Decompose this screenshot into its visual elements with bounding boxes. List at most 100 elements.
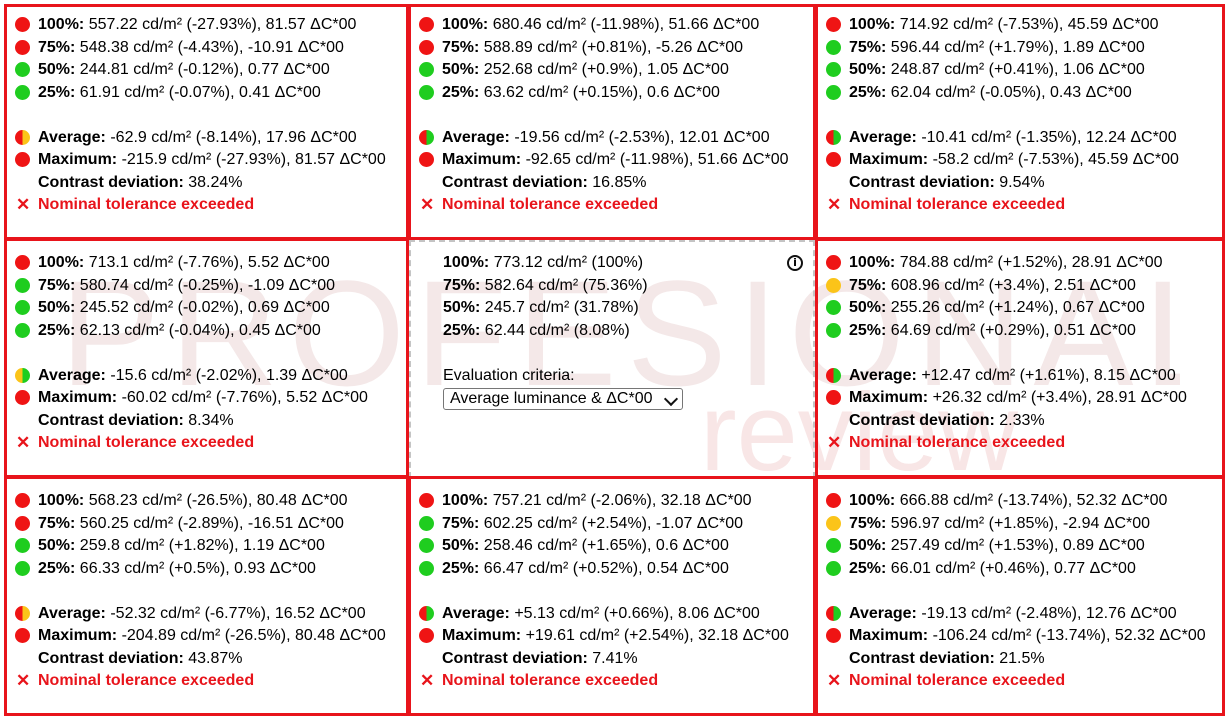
label: 50%: <box>443 299 481 316</box>
selected-value: Average luminance & ΔC*00 <box>450 390 653 407</box>
cross-icon: ✕ <box>16 671 31 690</box>
label: 50%: <box>38 537 76 554</box>
cell-top-right: 100%: 714.92 cd/m² (-7.53%), 45.59 ΔC*00… <box>815 4 1225 240</box>
status-dot-icon <box>419 130 434 145</box>
label: Average: <box>849 605 917 622</box>
verdict-text: Nominal tolerance exceeded <box>38 434 255 451</box>
value: -215.9 cd/m² (-27.93%), 81.57 ΔC*00 <box>117 151 386 168</box>
value: -92.65 cd/m² (-11.98%), 51.66 ΔC*00 <box>521 151 789 168</box>
status-dot-icon <box>15 323 30 338</box>
label: 50%: <box>849 537 887 554</box>
status-dot-icon <box>419 606 434 621</box>
label: Average: <box>38 367 106 384</box>
value: 9.54% <box>994 174 1045 191</box>
label: 25%: <box>38 560 76 577</box>
cross-icon: ✕ <box>420 671 435 690</box>
label: 50%: <box>442 537 480 554</box>
value: 244.81 cd/m² (-0.12%), 0.77 ΔC*00 <box>75 61 330 78</box>
status-dot-icon <box>419 152 434 167</box>
label: Contrast deviation: <box>849 174 995 191</box>
cell-top-left: 100%: 557.22 cd/m² (-27.93%), 81.57 ΔC*0… <box>4 4 409 240</box>
status-dot-icon <box>826 606 841 621</box>
status-dot-icon <box>826 538 841 553</box>
label: 25%: <box>849 84 887 101</box>
value: -62.9 cd/m² (-8.14%), 17.96 ΔC*00 <box>105 129 357 146</box>
label: 50%: <box>38 61 76 78</box>
label: Contrast deviation: <box>849 650 995 667</box>
value: 259.8 cd/m² (+1.82%), 1.19 ΔC*00 <box>75 537 325 554</box>
value: 7.41% <box>587 650 638 667</box>
value: -19.13 cd/m² (-2.48%), 12.76 ΔC*00 <box>916 605 1177 622</box>
status-dot-icon <box>419 516 434 531</box>
label: 75%: <box>38 277 76 294</box>
status-dot-icon <box>826 85 841 100</box>
verdict-text: Nominal tolerance exceeded <box>38 672 255 689</box>
value: -15.6 cd/m² (-2.02%), 1.39 ΔC*00 <box>105 367 348 384</box>
status-dot-icon <box>826 17 841 32</box>
status-dot-icon <box>419 85 434 100</box>
label: Average: <box>38 605 106 622</box>
verdict-text: Nominal tolerance exceeded <box>849 434 1066 451</box>
value: +12.47 cd/m² (+1.61%), 8.15 ΔC*00 <box>916 367 1176 384</box>
label: Maximum: <box>38 389 118 406</box>
status-dot-icon <box>826 561 841 576</box>
value: 248.87 cd/m² (+0.41%), 1.06 ΔC*00 <box>886 61 1145 78</box>
status-dot-icon <box>826 323 841 338</box>
label: 100%: <box>849 16 896 33</box>
status-dot-icon <box>15 628 30 643</box>
label: 75%: <box>442 39 480 56</box>
cross-icon: ✕ <box>420 195 435 214</box>
status-dot-icon <box>419 628 434 643</box>
value: 568.23 cd/m² (-26.5%), 80.48 ΔC*00 <box>84 492 348 509</box>
label: 100%: <box>442 492 489 509</box>
cross-icon: ✕ <box>827 195 842 214</box>
status-dot-icon <box>15 493 30 508</box>
status-dot-icon <box>826 493 841 508</box>
status-dot-icon <box>15 606 30 621</box>
cell-middle-left: 100%: 713.1 cd/m² (-7.76%), 5.52 ΔC*00 7… <box>4 238 409 478</box>
value: -106.24 cd/m² (-13.74%), 52.32 ΔC*00 <box>928 627 1206 644</box>
value: 8.34% <box>183 412 234 429</box>
value: 255.26 cd/m² (+1.24%), 0.67 ΔC*00 <box>886 299 1145 316</box>
value: 38.24% <box>183 174 243 191</box>
status-dot-icon <box>15 85 30 100</box>
status-dot-icon <box>826 152 841 167</box>
value: 245.52 cd/m² (-0.02%), 0.69 ΔC*00 <box>75 299 330 316</box>
evaluation-criteria-select[interactable]: Average luminance & ΔC*00 <box>443 388 683 410</box>
value: 680.46 cd/m² (-11.98%), 51.66 ΔC*00 <box>488 16 760 33</box>
verdict-text: Nominal tolerance exceeded <box>442 196 659 213</box>
cross-icon: ✕ <box>16 195 31 214</box>
value: 62.13 cd/m² (-0.04%), 0.45 ΔC*00 <box>75 322 321 339</box>
label: Maximum: <box>38 627 118 644</box>
status-dot-icon <box>15 516 30 531</box>
value: 16.85% <box>587 174 647 191</box>
value: -58.2 cd/m² (-7.53%), 45.59 ΔC*00 <box>928 151 1179 168</box>
value: 61.91 cd/m² (-0.07%), 0.41 ΔC*00 <box>75 84 321 101</box>
value: 252.68 cd/m² (+0.9%), 1.05 ΔC*00 <box>479 61 729 78</box>
value: 258.46 cd/m² (+1.65%), 0.6 ΔC*00 <box>479 537 729 554</box>
label: Maximum: <box>849 151 929 168</box>
verdict-text: Nominal tolerance exceeded <box>38 196 255 213</box>
cross-icon: ✕ <box>16 433 31 452</box>
cross-icon: ✕ <box>827 671 842 690</box>
label: 75%: <box>849 277 887 294</box>
status-dot-icon <box>419 17 434 32</box>
label: 50%: <box>849 61 887 78</box>
label: 100%: <box>38 16 85 33</box>
label: 25%: <box>849 322 887 339</box>
value: 66.01 cd/m² (+0.46%), 0.77 ΔC*00 <box>886 560 1136 577</box>
value: 580.74 cd/m² (-0.25%), -1.09 ΔC*00 <box>75 277 336 294</box>
label: 100%: <box>442 16 489 33</box>
label: 25%: <box>443 322 481 339</box>
status-dot-icon <box>15 152 30 167</box>
label: Contrast deviation: <box>442 650 588 667</box>
value: +26.32 cd/m² (+3.4%), 28.91 ΔC*00 <box>928 389 1187 406</box>
status-dot-icon <box>15 390 30 405</box>
label: Maximum: <box>442 627 522 644</box>
label: 50%: <box>442 61 480 78</box>
status-dot-icon <box>826 628 841 643</box>
value: 257.49 cd/m² (+1.53%), 0.89 ΔC*00 <box>886 537 1145 554</box>
status-dot-icon <box>15 368 30 383</box>
info-icon[interactable]: i <box>787 255 803 271</box>
